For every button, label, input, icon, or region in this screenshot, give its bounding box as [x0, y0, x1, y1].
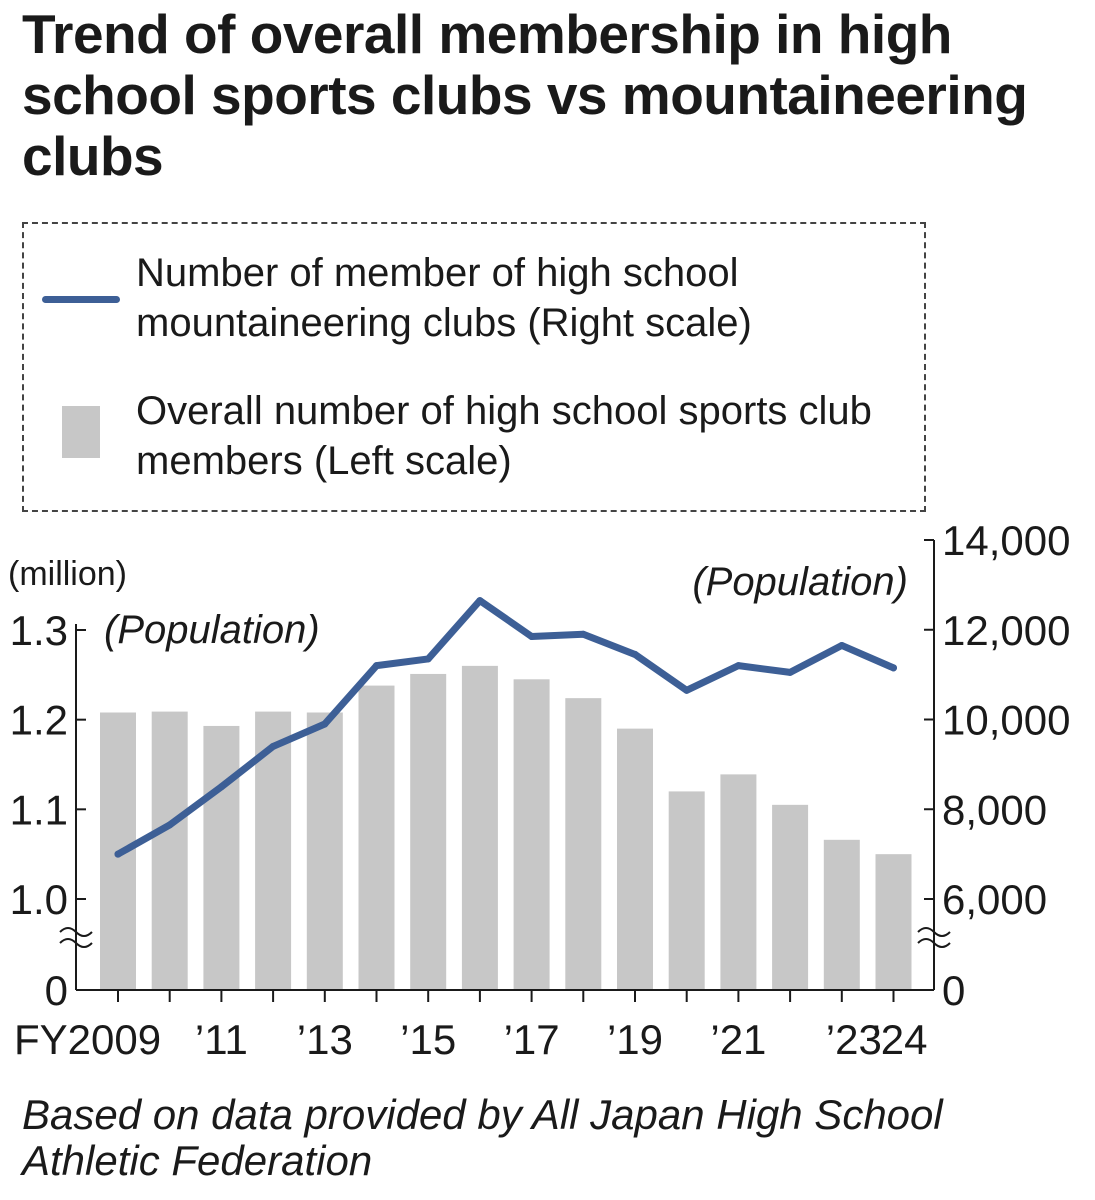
- x-axis-tick-label-2009: FY2009: [14, 1016, 161, 1063]
- x-axis-tick-label-2017: ’17: [504, 1016, 560, 1063]
- x-axis-tick-label-2011: ’11: [195, 1016, 248, 1063]
- bar-2021: [720, 774, 757, 990]
- line-point-2016: [476, 597, 484, 605]
- bar-2023: [823, 839, 860, 990]
- right-axis-population-label: (Population): [692, 560, 908, 604]
- x-axis-tick-label-2021: ’21: [710, 1016, 766, 1063]
- line-point-2015: [424, 655, 432, 663]
- bar-2015: [410, 673, 447, 990]
- line-point-2012: [269, 742, 277, 750]
- bar-2022: [772, 804, 809, 990]
- legend-line-label: Number of member of high school mountain…: [136, 251, 752, 345]
- line-point-2023: [838, 641, 846, 649]
- line-point-2017: [528, 632, 536, 640]
- line-point-2021: [734, 662, 742, 670]
- line-point-2014: [373, 662, 380, 670]
- bar-2017: [513, 679, 550, 990]
- line-point-2010: [166, 821, 174, 829]
- right-axis-tick-label: 12,000: [942, 607, 1070, 654]
- left-axis-tick-label: 1.1: [10, 786, 68, 833]
- line-point-2018: [579, 630, 587, 638]
- line-point-2019: [631, 650, 639, 658]
- bar-2018: [565, 698, 602, 990]
- bar-2010: [151, 711, 188, 990]
- left-axis-tick-label: 1.0: [10, 876, 68, 923]
- line-point-2020: [683, 686, 691, 694]
- x-axis-tick-label-2015: ’15: [400, 1016, 456, 1063]
- source-note: Based on data provided by All Japan High…: [22, 1091, 943, 1184]
- right-axis-zero-label: 0: [942, 967, 965, 1014]
- legend: Number of member of high school mountain…: [22, 222, 926, 512]
- left-axis-population-label: (Population): [104, 608, 320, 652]
- left-axis-unit-label: (million): [8, 555, 127, 593]
- right-axis-tick-label: 6,000: [942, 876, 1047, 923]
- bar-2016: [461, 665, 498, 990]
- line-point-2024: [890, 664, 897, 672]
- legend-line-swatch: [42, 296, 120, 303]
- legend-bar-swatch: [62, 406, 100, 458]
- bar-2011: [203, 725, 240, 990]
- line-point-2013: [321, 720, 329, 728]
- chart-plot: 1.0 1.1 1.2 1.3 0 6,000 8,000 10,000 12,000 14,00…: [8, 517, 1070, 1063]
- right-axis-tick-label: 8,000: [942, 786, 1047, 833]
- line-point-2009: [114, 850, 122, 858]
- right-axis-tick-label: 10,000: [942, 697, 1070, 744]
- bar-2013: [306, 712, 343, 990]
- left-axis-zero-label: 0: [45, 967, 68, 1014]
- x-axis-tick-label-2023: ’23: [826, 1016, 882, 1063]
- x-axis-tick-label-2013: ’13: [297, 1016, 353, 1063]
- mountaineering-line: [114, 597, 897, 858]
- x-axis-tick-label-2024: ’24: [871, 1016, 927, 1063]
- chart-title: Trend of overall membership in high scho…: [22, 3, 1028, 187]
- bar-2020: [668, 791, 705, 990]
- bar-2024: [875, 854, 912, 990]
- line-point-2011: [217, 783, 225, 791]
- left-axis-tick-label: 1.3: [10, 607, 68, 654]
- bar-2014: [358, 685, 395, 990]
- left-axis-break-icon: [59, 927, 93, 948]
- legend-bar-label: Overall number of high school sports clu…: [136, 389, 872, 483]
- right-axis-break-icon: [917, 927, 951, 948]
- bar-2019: [617, 728, 653, 990]
- x-axis-tick-label-2019: ’19: [607, 1016, 663, 1063]
- left-axis-tick-label: 1.2: [10, 697, 68, 744]
- line-point-2022: [786, 668, 794, 676]
- right-axis-tick-label: 14,000: [942, 517, 1070, 564]
